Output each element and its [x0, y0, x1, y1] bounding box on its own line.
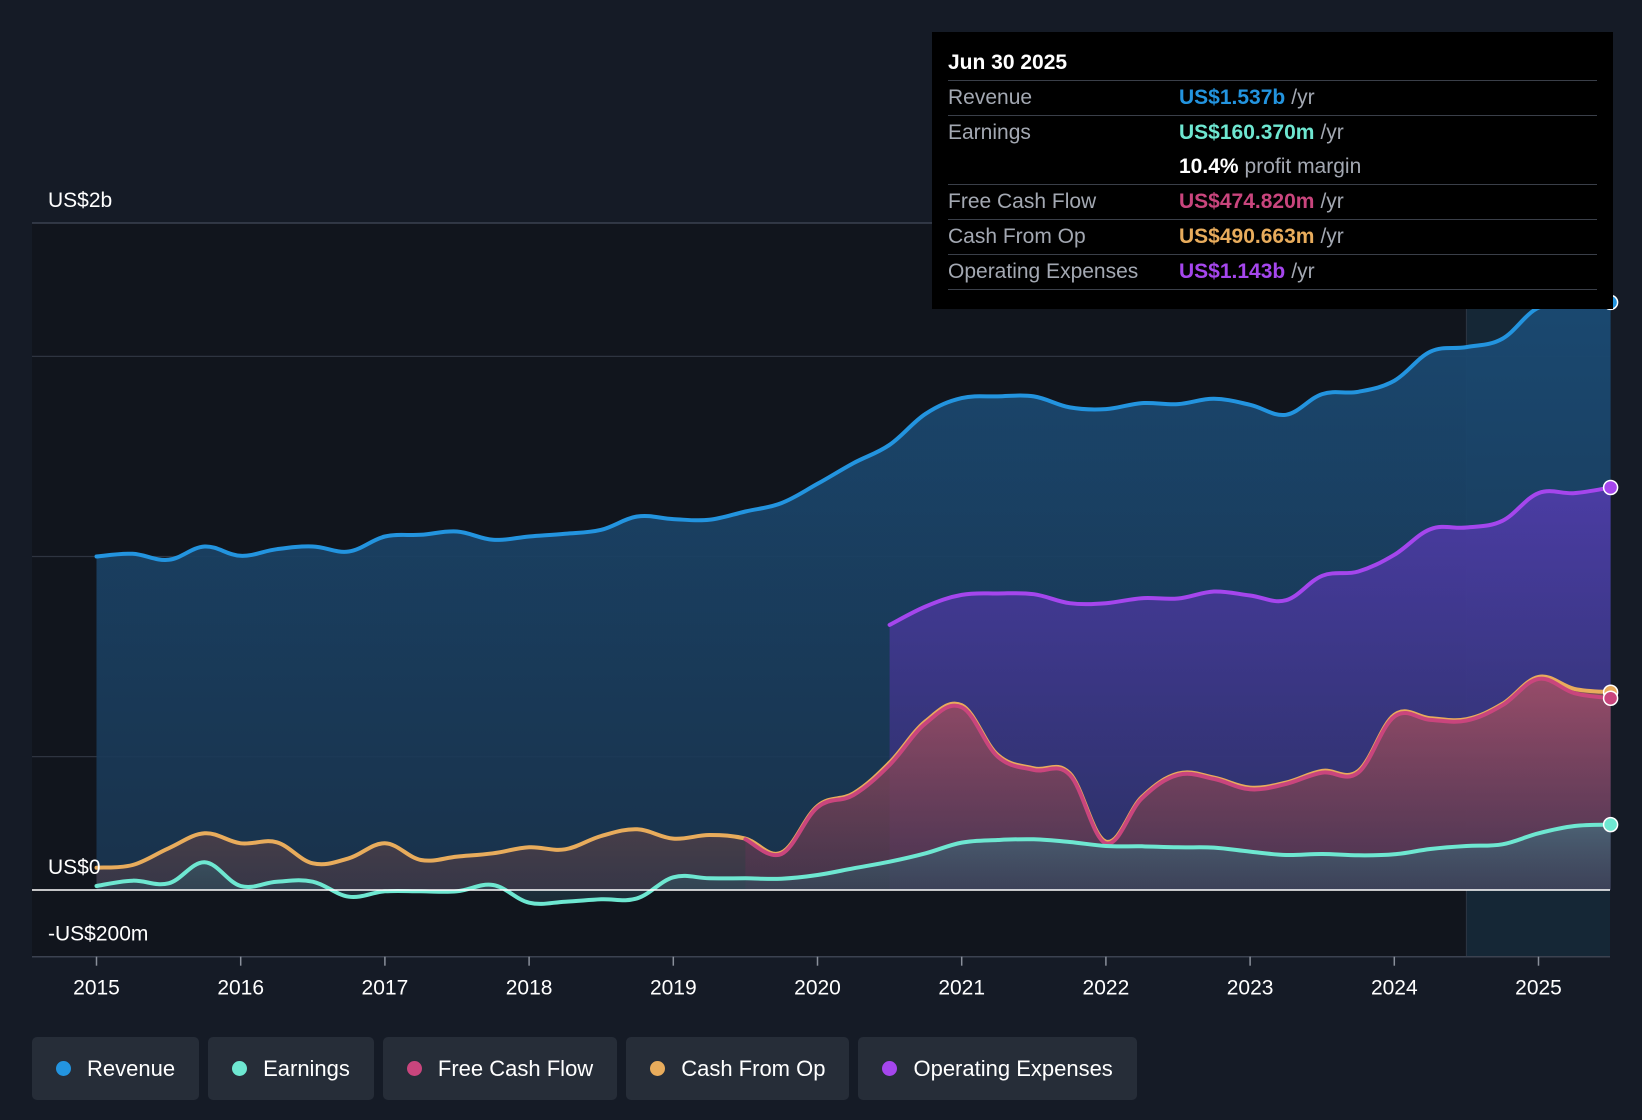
legend-dot-icon [56, 1061, 71, 1076]
tooltip-value: US$1.537b [1179, 86, 1286, 109]
earnings-line [94, 822, 1613, 906]
legend-label: Operating Expenses [913, 1055, 1113, 1081]
series-areas [96, 302, 1611, 904]
legend-dot-icon [232, 1061, 248, 1076]
tooltip-label: Free Cash Flow [948, 190, 1097, 213]
legend-item-operating-expenses[interactable]: Operating Expenses [858, 1037, 1137, 1100]
tooltip-row-free-cash-flow: Free Cash Flow US$474.820m /yr [948, 185, 1597, 220]
x-tick-label: 2021 [938, 977, 985, 1000]
legend-label: Revenue [87, 1055, 176, 1081]
profit-margin-label: profit margin [1244, 155, 1362, 178]
tooltip-row-revenue: Revenue US$1.537b /yr [948, 81, 1597, 116]
y-axis-label: US$2b [48, 189, 112, 212]
legend-dot-icon [650, 1061, 666, 1076]
x-tick-label: 2017 [362, 977, 409, 1000]
tooltip-value: US$160.370m [1179, 121, 1315, 144]
series-lines [94, 300, 1613, 906]
tooltip-value: US$490.663m [1179, 225, 1315, 248]
tooltip-label: Earnings [948, 121, 1031, 144]
tooltip-row-profit-margin: 10.4% profit margin [948, 150, 1597, 185]
tooltip-label: Revenue [948, 86, 1033, 109]
fcf-end-marker [1602, 690, 1619, 706]
tooltip-unit: /yr [1291, 260, 1315, 283]
profit-margin-value: 10.4% [1179, 155, 1239, 178]
tooltip-unit: /yr [1320, 121, 1344, 144]
x-tick-label: 2022 [1083, 977, 1130, 1000]
legend-item-earnings[interactable]: Earnings [208, 1037, 374, 1100]
legend-item-cash-from-op[interactable]: Cash From Op [626, 1037, 850, 1100]
x-tick-label: 2018 [506, 977, 553, 1000]
fcf-area [745, 678, 1611, 890]
tooltip-value: US$474.820m [1179, 190, 1315, 213]
x-tick-label: 2020 [794, 977, 841, 1000]
legend-dot-icon [882, 1061, 898, 1076]
earnings-area [96, 824, 1611, 904]
tooltip-unit: /yr [1291, 86, 1315, 109]
tooltip-label: Operating Expenses [948, 260, 1139, 283]
tooltip-label [948, 150, 1179, 184]
tooltip-row-operating-expenses: Operating Expenses US$1.143b /yr [948, 255, 1597, 290]
fcf-line [743, 676, 1613, 858]
opex-end-marker [1602, 479, 1619, 496]
tooltip-value: US$1.143b [1179, 260, 1286, 283]
legend-item-free-cash-flow[interactable]: Free Cash Flow [382, 1037, 618, 1100]
x-tick-label: 2019 [650, 977, 697, 1000]
tooltip-panel: Jun 30 2025 Revenue US$1.537b /yr Earnin… [932, 32, 1613, 309]
legend-label: Cash From Op [681, 1055, 826, 1081]
earnings-end-marker [1602, 816, 1619, 833]
tooltip-row-cash-from-op: Cash From Op US$490.663m /yr [948, 220, 1597, 255]
axes: US$2b US$0 -US$200m 2015 2016 2017 2018 2019 202… [32, 189, 1610, 1000]
x-tick-label: 2023 [1227, 977, 1274, 1000]
x-tick-label: 2024 [1371, 977, 1418, 1000]
y-axis-label: -US$200m [48, 923, 148, 946]
legend-dot-icon [406, 1061, 422, 1076]
tooltip-rows: Revenue US$1.537b /yr Earnings US$160.37… [948, 81, 1597, 290]
tooltip-row-earnings: Earnings US$160.370m /yr [948, 116, 1597, 150]
opex-line [887, 485, 1613, 627]
x-tick-label: 2016 [217, 977, 264, 1000]
tooltip-unit: /yr [1320, 225, 1344, 248]
chart-legend: Revenue Earnings Free Cash Flow Cash Fro… [32, 1037, 1137, 1100]
x-tick-label: 2015 [73, 977, 120, 1000]
y-axis-label: US$0 [48, 856, 101, 879]
legend-item-revenue[interactable]: Revenue [32, 1037, 200, 1100]
tooltip-unit: /yr [1320, 190, 1344, 213]
tooltip-label: Cash From Op [948, 225, 1086, 248]
legend-label: Free Cash Flow [437, 1055, 594, 1081]
legend-label: Earnings [263, 1055, 350, 1081]
tooltip-date: Jun 30 2025 [948, 46, 1597, 81]
revenue-line [94, 300, 1613, 562]
x-tick-label: 2025 [1515, 977, 1562, 1000]
